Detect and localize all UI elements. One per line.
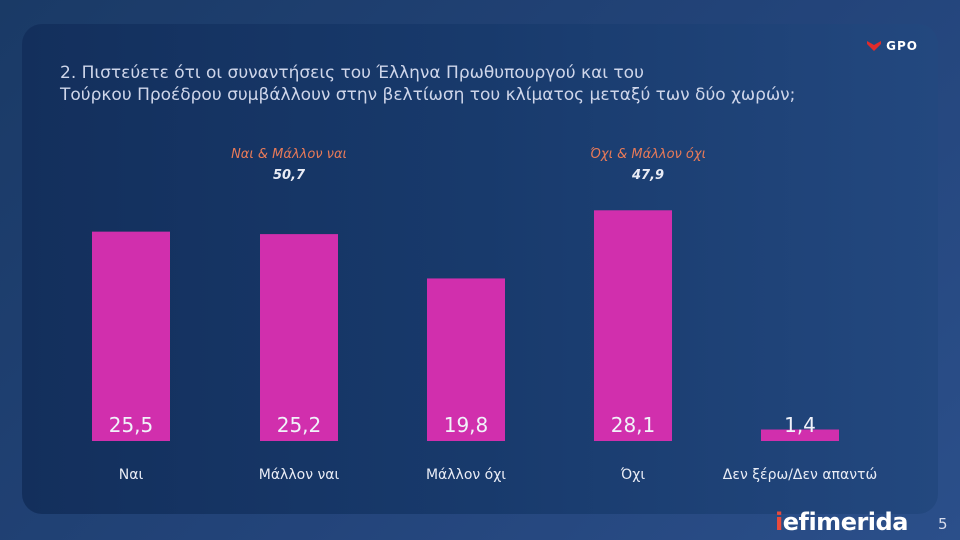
- gpo-logo-text: GPO: [886, 39, 918, 53]
- group-label-no: Όχι & Μάλλον όχι: [590, 147, 706, 162]
- category-label-4: Δεν ξέρω/Δεν απαντώ: [723, 467, 877, 483]
- bar-0: [92, 231, 170, 441]
- group-value-no: 47,9: [631, 168, 665, 183]
- bar-4: [761, 429, 839, 441]
- chart-title: 2. Πιστεύετε ότι οι συναντήσεις του Έλλη…: [60, 62, 820, 106]
- category-label-1: Μάλλον ναι: [259, 467, 340, 483]
- gpo-logo-icon: [867, 41, 882, 51]
- bar-value-label-1: 25,2: [277, 413, 322, 437]
- bar-value-label-4: 1,4: [784, 413, 816, 437]
- chart-title-line2: Τούρκου Προέδρου συμβάλλουν στην βελτίωσ…: [60, 85, 796, 105]
- bar-2: [427, 278, 505, 441]
- gpo-logo: GPO: [866, 39, 918, 53]
- category-label-2: Μάλλον όχι: [426, 467, 506, 483]
- bar-value-label-2: 19,8: [444, 413, 489, 437]
- page-number: 5: [938, 515, 948, 533]
- group-label-yes: Ναι & Μάλλον ναι: [231, 147, 347, 162]
- bar-value-label-3: 28,1: [611, 413, 656, 437]
- bar-1: [260, 234, 338, 441]
- bar-3: [594, 210, 672, 441]
- iefimerida-logo: iefimerida: [775, 508, 908, 536]
- chart-title-line1: 2. Πιστεύετε ότι οι συναντήσεις του Έλλη…: [60, 63, 644, 83]
- bar-value-label-0: 25,5: [109, 413, 154, 437]
- category-label-0: Ναι: [119, 467, 144, 483]
- group-value-yes: 50,7: [272, 168, 306, 183]
- category-label-3: Όχι: [620, 467, 645, 483]
